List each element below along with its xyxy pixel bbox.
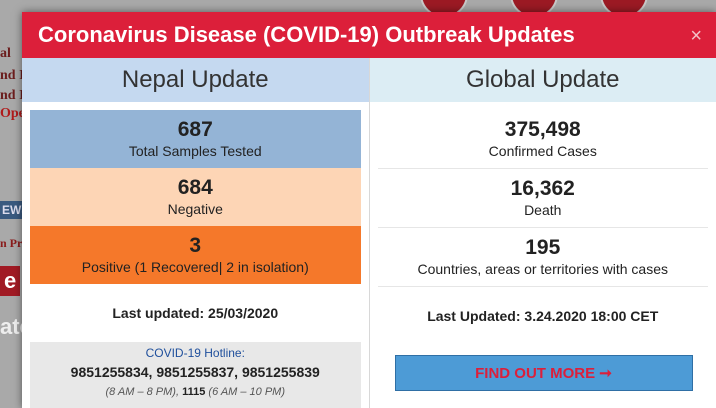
stat-value: 16,362 (510, 177, 575, 200)
stat-value: 3 (189, 234, 202, 257)
bg-text: n Pre (0, 236, 28, 250)
stat: 684 Negative (30, 168, 361, 226)
hours: (8 AM – 8 PM), (105, 386, 183, 398)
panel-header: Nepal Update (22, 58, 369, 102)
stat-label: Death (524, 202, 562, 218)
bg-text: nd I (0, 88, 25, 103)
bg-text: Ope (0, 106, 25, 121)
stat-label: Confirmed Cases (488, 143, 597, 159)
stat-label: Total Samples Tested (128, 143, 262, 159)
modal: Coronavirus Disease (COVID-19) Outbreak … (22, 12, 716, 408)
stat-value: 195 (525, 236, 561, 259)
modal-title: Coronavirus Disease (COVID-19) Outbreak … (38, 22, 575, 47)
close-button[interactable]: × (690, 25, 702, 47)
last-updated: Last Updated: 3.24.2020 18:00 CET (427, 308, 659, 324)
stat-label: Countries, areas or territories with cas… (417, 261, 669, 277)
stat: 16,362 Death (377, 169, 708, 228)
stat: 375,498 Confirmed Cases (377, 110, 708, 169)
hotline-number: 1115 (182, 386, 206, 398)
stat-value: 684 (177, 176, 213, 199)
last-updated: Last updated: 25/03/2020 (112, 305, 279, 321)
stat: 687 Total Samples Tested (30, 110, 361, 168)
stats: 687 Total Samples Tested 684 Negative 3 Posit… (30, 110, 361, 284)
panel-header: Global Update (369, 58, 716, 102)
columns: Nepal Update 687 Total Samples Tested 684 N… (22, 58, 716, 408)
find-out-more-button[interactable]: FIND OUT MORE ➞ (394, 355, 693, 391)
hotline-numbers: 9851255834, 9851255837, 9851255839 (70, 364, 320, 380)
hotline-label: COVID-19 Hotline: (145, 346, 245, 360)
hotline-hours: (8 AM – 8 PM), 1115 (6 AM – 10 PM) (30, 380, 361, 398)
bg-text: nd I (0, 68, 25, 83)
stat: 3 Positive (1 Recovered| 2 in isolation) (30, 226, 361, 284)
bg-text: e (0, 266, 21, 296)
nepal-panel: Nepal Update 687 Total Samples Tested 684 N… (22, 58, 370, 408)
modal-header: Coronavirus Disease (COVID-19) Outbreak … (22, 12, 716, 58)
stat-value: 375,498 (504, 118, 581, 141)
stat: 195 Countries, areas or territories with … (377, 228, 708, 287)
stat-value: 687 (177, 118, 213, 141)
hours: (6 AM – 10 PM) (205, 386, 286, 398)
global-panel: Global Update 375,498 Confirmed Cases 16,3… (369, 58, 716, 408)
stat-label: Positive (1 Recovered| 2 in isolation) (81, 259, 309, 275)
stat-label: Negative (167, 201, 223, 217)
bg-text: al (0, 46, 11, 61)
stats: 375,498 Confirmed Cases 16,362 Death 195 Coun… (377, 110, 708, 287)
hotline: COVID-19 Hotline: 9851255834, 9851255837… (30, 342, 361, 408)
